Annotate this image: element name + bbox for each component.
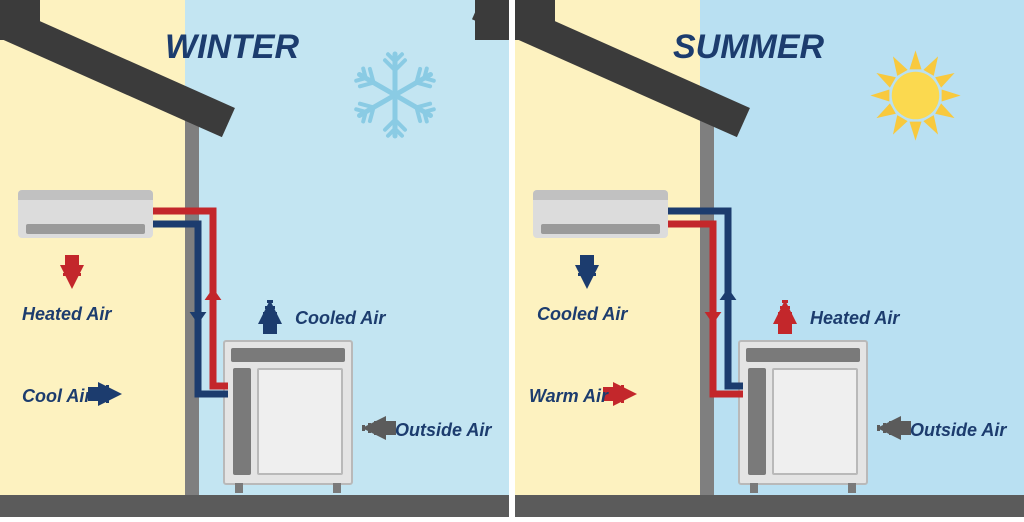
- air-label: Outside Air: [395, 420, 491, 441]
- outdoor-unit: [223, 340, 353, 485]
- panel-divider-overlay: [509, 0, 515, 517]
- cooled-air-arrow: [258, 300, 282, 334]
- cool-air-arrow: [88, 382, 122, 406]
- roof-overhang: [475, 0, 555, 40]
- outside-air-arrow: [877, 416, 911, 440]
- air-label: Warm Air: [529, 386, 608, 407]
- indoor-unit: [18, 190, 153, 238]
- air-label: Cooled Air: [295, 308, 385, 329]
- air-label: Heated Air: [810, 308, 899, 329]
- air-label: Outside Air: [910, 420, 1006, 441]
- air-label: Heated Air: [22, 304, 111, 325]
- season-title: SUMMER: [673, 28, 824, 67]
- outside-air-arrow: [362, 416, 396, 440]
- indoor-unit: [533, 190, 668, 238]
- wall-edge: [185, 95, 199, 495]
- air-label: Cooled Air: [537, 304, 627, 325]
- heated-air-arrow: [60, 255, 84, 289]
- outdoor-unit: [738, 340, 868, 485]
- left-panel: WINTER: [0, 0, 509, 517]
- heated-air-arrow: [773, 300, 797, 334]
- cooled-air-arrow: [575, 255, 599, 289]
- wall-edge: [700, 95, 714, 495]
- sun-icon: [868, 48, 963, 148]
- roof-overhang: [0, 0, 40, 40]
- air-label: Cool Air: [22, 386, 91, 407]
- season-title: WINTER: [165, 28, 299, 67]
- snowflake-icon: [350, 50, 440, 145]
- right-panel: SUMMER Cooled Air Heated Air Warm Air Outsi…: [515, 0, 1024, 517]
- warm-air-arrow: [603, 382, 637, 406]
